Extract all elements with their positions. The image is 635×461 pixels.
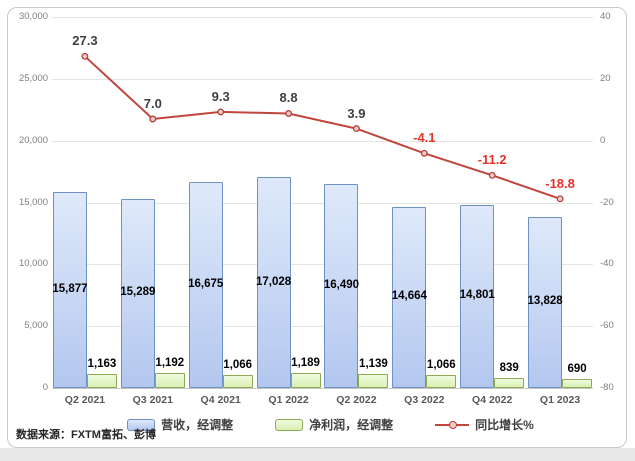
growth-line-swatch-icon — [435, 419, 470, 431]
left-axis-tick-label: 30,000 — [18, 11, 48, 22]
growth-value-label: 27.3 — [72, 33, 98, 48]
revenue-bar — [256, 177, 291, 388]
x-axis-label: Q2 2022 — [336, 394, 377, 406]
legend-item-growth: 同比增长% — [435, 418, 534, 432]
revenue-value-label: 13,828 — [527, 295, 563, 307]
profit-bar — [426, 374, 457, 388]
profit-value-label: 690 — [567, 363, 587, 375]
profit-bar — [290, 373, 321, 388]
growth-point-marker — [285, 110, 293, 117]
growth-value-label: 3.9 — [347, 106, 366, 121]
x-axis-label: Q3 2022 — [404, 394, 445, 406]
growth-value-label: -18.8 — [545, 176, 575, 191]
legend-item-revenue: 营收，经调整 — [127, 418, 233, 432]
growth-value-label: 8.8 — [279, 90, 298, 105]
profit-value-label: 1,192 — [155, 357, 185, 369]
profit-bar — [86, 373, 117, 388]
right-axis-tick-label: -20 — [600, 197, 614, 208]
revenue-value-label: 17,028 — [255, 276, 292, 288]
growth-point-marker — [420, 149, 428, 157]
left-axis-tick-label: 15,000 — [18, 197, 48, 208]
revenue-bar — [460, 204, 495, 388]
profit-value-label: 1,189 — [291, 357, 320, 369]
revenue-value-label: 15,877 — [52, 283, 88, 295]
gridline — [52, 203, 593, 204]
x-axis-label: Q4 2022 — [472, 394, 513, 406]
x-axis-label: Q1 2022 — [268, 394, 309, 406]
revenue-value-label: 14,664 — [391, 290, 427, 302]
legend: 营收，经调整 净利润，经调整 同比增长% — [13, 418, 635, 432]
left-axis-tick-label: 0 — [42, 382, 48, 393]
growth-point-marker — [352, 125, 360, 133]
profit-bar — [494, 377, 525, 388]
profit-swatch-icon — [275, 419, 304, 431]
right-axis-tick-label: -80 — [600, 382, 614, 393]
page-background-strip — [0, 448, 635, 461]
growth-point-marker — [488, 171, 496, 179]
legend-label-revenue: 营收，经调整 — [161, 418, 234, 432]
growth-value-label: 7.0 — [143, 96, 162, 111]
revenue-value-label: 14,801 — [459, 289, 495, 301]
x-axis-label: Q2 2021 — [64, 394, 106, 406]
revenue-value-label: 16,490 — [323, 279, 360, 291]
revenue-bar — [52, 191, 87, 388]
profit-bar — [222, 374, 253, 388]
profit-bar — [358, 373, 389, 388]
gridline — [52, 326, 593, 327]
revenue-swatch-icon — [127, 419, 156, 431]
right-axis-tick-label: -40 — [600, 258, 614, 269]
growth-point-marker — [81, 52, 89, 60]
profit-value-label: 1,066 — [426, 359, 456, 371]
growth-value-label: -11.2 — [477, 152, 507, 167]
legend-label-growth: 同比增长% — [475, 418, 534, 432]
growth-point-marker — [217, 108, 225, 116]
profit-bar — [154, 373, 185, 388]
right-axis-tick-label: 0 — [600, 135, 606, 146]
right-axis-tick-label: 40 — [600, 11, 611, 22]
gridline — [52, 79, 593, 80]
x-axis-label: Q1 2023 — [539, 394, 581, 406]
gridline — [52, 17, 593, 18]
gridline — [52, 141, 593, 142]
x-axis-line — [52, 388, 593, 389]
profit-value-label: 839 — [499, 362, 519, 374]
revenue-bar — [188, 181, 223, 388]
revenue-bar — [324, 184, 359, 388]
growth-point-marker — [556, 195, 564, 203]
growth-point-marker — [149, 115, 157, 123]
growth-value-label: -4.1 — [413, 130, 436, 145]
source-note: 数据来源：FXTM富拓、彭博 — [16, 429, 156, 441]
profit-value-label: 1,163 — [87, 358, 117, 370]
left-axis-tick-label: 25,000 — [18, 73, 48, 84]
x-axis-label: Q3 2021 — [132, 394, 173, 406]
revenue-bar — [120, 198, 155, 388]
legend-item-profit: 净利润，经调整 — [275, 418, 393, 432]
left-axis-tick-label: 20,000 — [18, 135, 48, 146]
profit-bar — [562, 379, 593, 388]
x-axis-label: Q4 2021 — [200, 394, 241, 406]
gridline — [52, 264, 593, 265]
growth-line — [84, 55, 561, 200]
profit-value-label: 1,139 — [359, 358, 388, 370]
revenue-value-label: 16,675 — [188, 278, 224, 290]
revenue-bar — [528, 216, 563, 388]
revenue-bar — [392, 206, 427, 388]
left-axis-tick-label: 5,000 — [24, 320, 48, 331]
growth-value-label: 9.3 — [211, 89, 230, 104]
revenue-value-label: 15,289 — [120, 286, 156, 298]
profit-value-label: 1,066 — [223, 359, 253, 371]
left-axis-tick-label: 10,000 — [18, 258, 48, 269]
right-axis-tick-label: 20 — [600, 73, 611, 84]
legend-label-profit: 净利润，经调整 — [309, 418, 394, 432]
right-axis-tick-label: -60 — [600, 320, 614, 331]
